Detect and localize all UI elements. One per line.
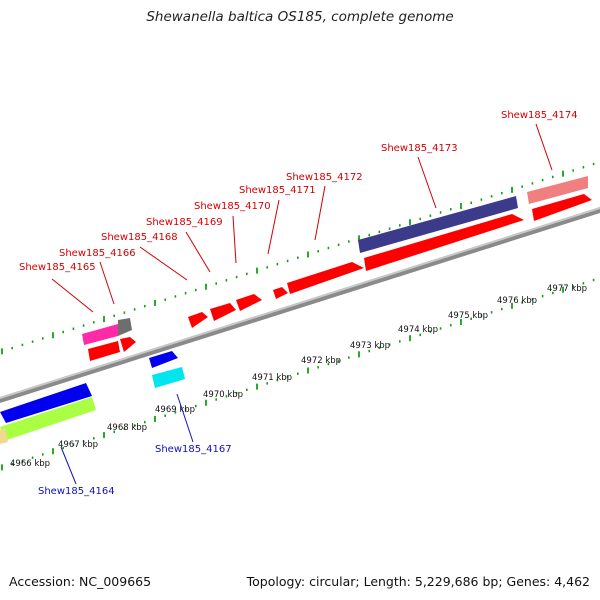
leader-line [185,231,211,273]
kbp-label: 4972 kbp [301,356,341,366]
gene-label[interactable]: Shew185_4174 [501,110,578,121]
kbp-label: 4971 kbp [252,373,292,383]
leader-line [267,199,280,255]
leader-line [51,278,94,313]
forward-genes [82,176,592,361]
kbp-label: 4969 kbp [155,405,195,415]
kbp-label: 4974 kbp [398,325,438,335]
gene-label[interactable]: Shew185_4165 [19,262,96,273]
kbp-label: 4975 kbp [448,311,488,321]
reverse-genes [0,351,185,444]
gene-4173-product-bar [358,196,518,253]
gene-4167-product-bar [152,367,185,388]
gene-4168-feature[interactable] [188,312,208,328]
leader-line [176,393,194,443]
tick-tracks [1,162,595,471]
leader-line [232,215,237,264]
kbp-label: 4977 kbp [547,284,587,294]
gene-label[interactable]: Shew185_4166 [59,248,136,259]
gene-4164-feature[interactable] [0,383,92,423]
label-leader-lines [51,123,553,485]
gene-4172-feature[interactable] [287,262,364,294]
gene-4174-product-bar [527,176,588,204]
gene-4173-feature[interactable] [364,214,524,271]
gene-4170-feature[interactable] [236,294,262,311]
gene-4167-feature[interactable] [149,351,178,368]
kbp-label: 4966 kbp [10,459,50,469]
leader-line [417,156,437,209]
leader-line [139,246,188,281]
kbp-label: 4976 kbp [497,296,537,306]
gene-label[interactable]: Shew185_4169 [146,217,223,228]
gene-4165-feature[interactable] [82,324,118,345]
leader-line [314,185,326,241]
accession-text: Accession: NC_009665 [9,574,152,589]
topology-text: Topology: circular; Length: 5,229,686 bp… [246,574,590,589]
genome-backbone-highlight [0,207,600,399]
kbp-label: 4968 kbp [107,423,147,433]
gene-label[interactable]: Shew185_4170 [194,201,271,212]
gene-4166b-feature[interactable] [120,337,136,352]
upper-tick-track [1,162,595,355]
gene-label[interactable]: Shew185_4164 [38,486,115,497]
gene-4163-product-bar [0,428,8,444]
gene-4165-feature-cap [118,318,132,336]
kbp-label: 4973 kbp [350,341,390,351]
gene-4174-feature[interactable] [532,194,592,221]
gene-label[interactable]: Shew185_4171 [239,185,316,196]
gene-label[interactable]: Shew185_4172 [286,172,363,183]
kbp-label: 4967 kbp [58,440,98,450]
kbp-labels: 4966 kbp 4967 kbp 4968 kbp 4969 kbp 4970 kbp… [10,284,587,469]
gene-4171-feature[interactable] [273,287,288,299]
leader-line [535,123,553,171]
leader-line [60,446,77,485]
gene-4169-feature[interactable] [210,303,236,321]
lower-tick-track [1,278,595,471]
gene-label[interactable]: Shew185_4173 [381,143,458,154]
map-title: Shewanella baltica OS185, complete genom… [146,9,454,25]
gene-label[interactable]: Shew185_4168 [101,232,178,243]
kbp-label: 4970 kbp [203,390,243,400]
leader-line [99,261,115,305]
gene-4164-product-bar [0,397,96,441]
gene-labels: Shew185_4165 Shew185_4166 Shew185_4168 Shew… [19,110,578,497]
gene-label[interactable]: Shew185_4167 [155,444,232,455]
gene-4166-feature[interactable] [88,341,120,361]
